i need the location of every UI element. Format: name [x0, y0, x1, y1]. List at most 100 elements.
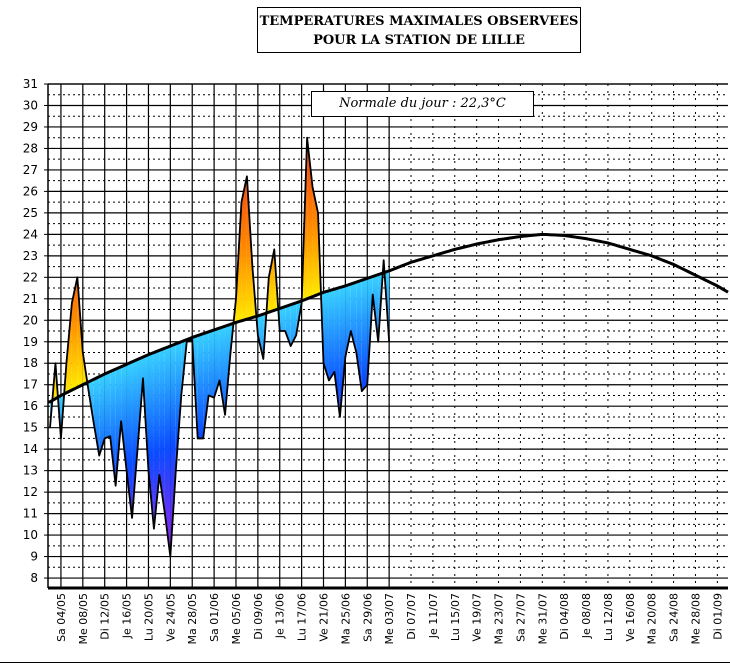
- observed-point: [208, 394, 210, 397]
- observed-point: [109, 435, 111, 437]
- observed-point: [377, 341, 379, 343]
- y-tick-label: 12: [23, 485, 38, 499]
- x-tick-label: Je 11/07: [427, 593, 440, 639]
- y-tick-label: 10: [23, 528, 38, 542]
- observed-point: [202, 437, 204, 440]
- observed-point: [284, 330, 286, 332]
- y-tick-label: 14: [23, 442, 38, 456]
- x-tick-label: Sa 04/05: [55, 593, 68, 642]
- deviation-area: [170, 343, 176, 557]
- x-tick-label: Sa 01/06: [208, 593, 221, 642]
- deviation-area: [257, 314, 264, 359]
- y-tick-label: 16: [23, 399, 38, 413]
- x-tick-label: Sa 24/08: [668, 593, 681, 642]
- observed-point: [158, 474, 160, 476]
- deviation-area: [104, 371, 111, 439]
- observed-point: [218, 379, 221, 382]
- observed-point: [131, 517, 133, 519]
- deviation-area: [110, 369, 116, 486]
- deviation-area: [219, 326, 226, 415]
- y-tick-label: 31: [23, 77, 38, 91]
- x-tick-label: Sa 27/07: [514, 593, 527, 642]
- x-tick-label: Me 28/08: [689, 593, 702, 644]
- x-tick-label: Me 31/07: [536, 593, 549, 644]
- observed-point: [262, 358, 264, 360]
- x-tick-label: Di 07/07: [405, 593, 418, 640]
- deviation-area: [159, 348, 165, 514]
- x-tick-label: Ma 25/06: [339, 593, 352, 644]
- deviation-area: [345, 284, 351, 357]
- observed-point: [153, 528, 155, 530]
- observed-point: [306, 137, 308, 139]
- observed-point: [87, 388, 89, 390]
- observed-point: [93, 422, 95, 424]
- observed-point: [279, 330, 281, 332]
- x-tick-label: Ve 21/06: [318, 593, 331, 642]
- normal-temperature-curve: [48, 232, 729, 404]
- deviation-area: [121, 364, 127, 471]
- x-tick-label: Me 03/07: [383, 593, 396, 644]
- chart-title-line-1: TEMPERATURES MAXIMALES OBSERVEES: [259, 14, 579, 29]
- x-tick-label: Me 08/05: [77, 593, 90, 644]
- observed-point: [120, 420, 122, 422]
- deviation-fills: [50, 137, 390, 557]
- observed-point: [76, 276, 78, 278]
- x-tick-label: Di 04/08: [558, 593, 571, 640]
- y-tick-label: 17: [23, 378, 38, 392]
- normal-annotation: Normale du jour : 22,3°C: [311, 91, 534, 117]
- observed-point: [142, 377, 144, 379]
- deviation-area: [164, 346, 171, 557]
- observed-point: [49, 427, 51, 429]
- observed-point: [361, 390, 363, 392]
- y-tick-label: 20: [23, 313, 38, 327]
- deviation-area: [197, 333, 204, 439]
- observed-point: [180, 394, 182, 397]
- x-tick-label: Di 01/09: [711, 593, 724, 640]
- observed-point: [383, 259, 385, 261]
- observed-point: [317, 212, 319, 214]
- y-tick-label: 24: [23, 227, 38, 241]
- observed-point: [251, 265, 253, 268]
- y-tick-label: 30: [23, 98, 38, 112]
- observed-point: [268, 276, 270, 278]
- y-tick-label: 23: [23, 249, 38, 263]
- y-tick-label: 19: [23, 335, 38, 349]
- y-tick-label: 28: [23, 141, 38, 155]
- x-tick-label: Me 05/06: [230, 593, 243, 644]
- deviation-area: [241, 176, 247, 321]
- y-tick-label: 13: [23, 464, 38, 478]
- observed-point: [388, 341, 390, 343]
- deviation-area: [214, 328, 220, 398]
- observed-point: [290, 345, 292, 347]
- x-tick-label: Ma 23/07: [493, 593, 506, 644]
- observed-point: [115, 485, 117, 487]
- deviation-area: [323, 290, 329, 381]
- observed-point: [229, 351, 232, 354]
- observed-point: [169, 555, 171, 558]
- observed-point: [147, 470, 150, 472]
- observed-point: [372, 293, 374, 296]
- observed-point: [136, 448, 139, 450]
- observed-point: [71, 302, 73, 304]
- y-tick-label: 21: [23, 292, 38, 306]
- deviation-area: [203, 331, 209, 439]
- y-tick-label: 9: [30, 550, 38, 564]
- x-tick-label: Ve 24/05: [164, 593, 177, 642]
- series-lines: [48, 136, 729, 558]
- deviation-area: [268, 249, 275, 313]
- observed-point: [186, 341, 188, 343]
- y-tick-label: 18: [23, 356, 38, 370]
- observed-point: [164, 513, 166, 515]
- chart-title: TEMPERATURES MAXIMALES OBSERVEES POUR LA…: [257, 7, 581, 53]
- observed-point: [224, 414, 226, 416]
- y-tick-label: 29: [23, 120, 38, 134]
- deviation-area: [99, 373, 105, 456]
- x-tick-label: Je 16/05: [121, 593, 134, 639]
- deviation-area: [361, 278, 368, 392]
- x-tick-label: Sa 29/06: [361, 593, 374, 642]
- x-tick-label: Je 08/08: [580, 593, 593, 639]
- y-tick-label: 25: [23, 206, 38, 220]
- x-tick-label: Ma 20/08: [646, 593, 659, 644]
- observed-point: [82, 351, 84, 354]
- deviation-area: [285, 304, 291, 347]
